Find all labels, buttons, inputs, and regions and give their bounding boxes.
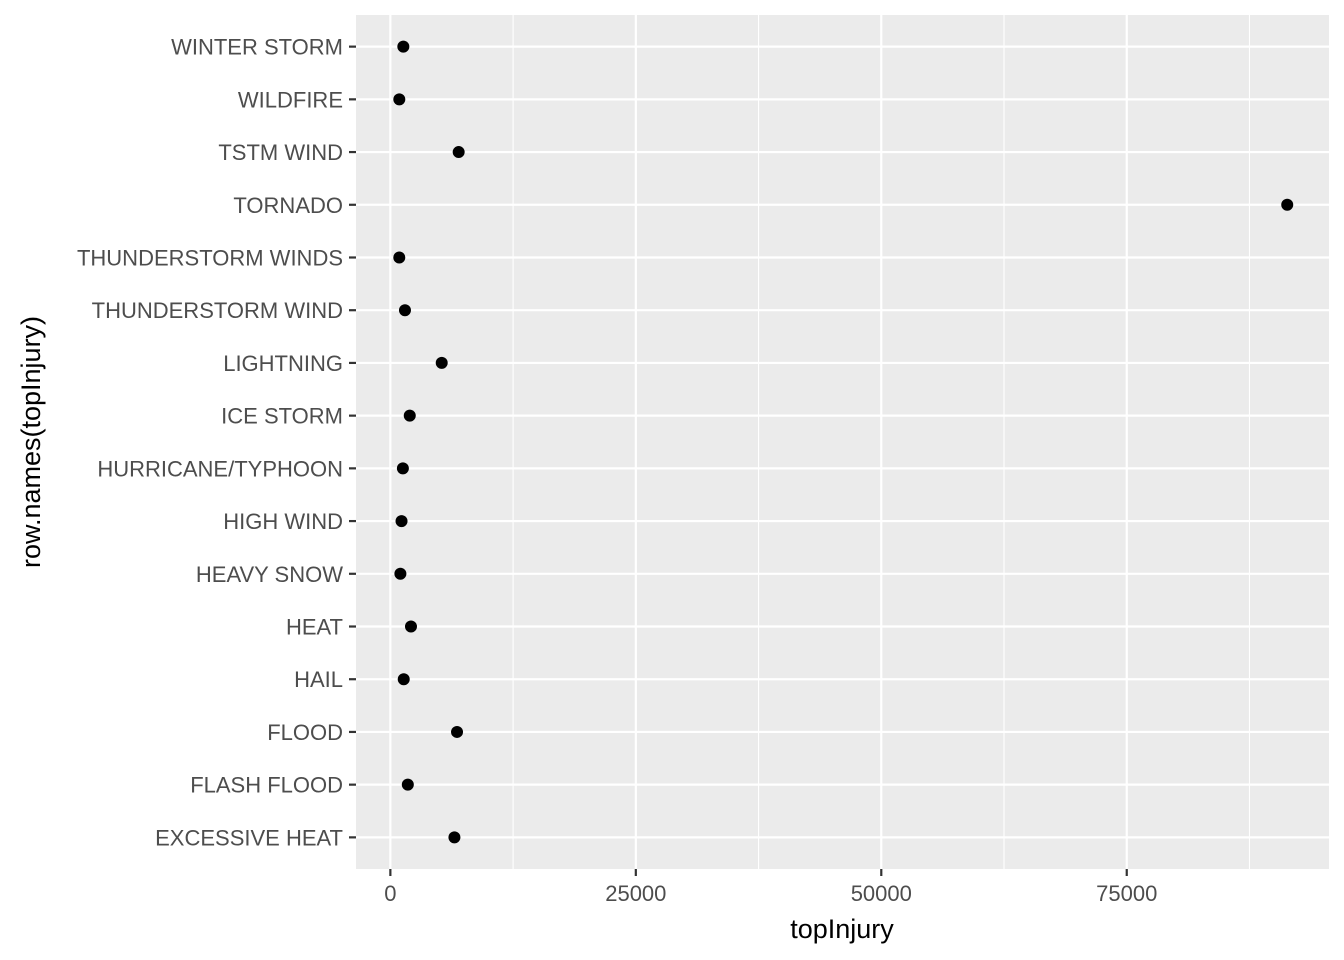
data-point xyxy=(1281,198,1294,211)
data-point xyxy=(397,40,410,53)
data-point xyxy=(452,146,465,159)
y-tick-label: WINTER STORM xyxy=(171,35,343,60)
grid-minor xyxy=(512,15,1251,869)
y-tick-label: THUNDERSTORM WIND xyxy=(92,298,343,323)
y-tick-label: ICE STORM xyxy=(221,404,343,429)
data-point xyxy=(404,620,417,633)
data-point xyxy=(401,778,414,791)
data-point xyxy=(451,725,464,738)
x-tick-label: 0 xyxy=(384,881,396,906)
data-point xyxy=(448,831,461,844)
y-tick-label: LIGHTNING xyxy=(223,351,343,376)
y-tick-label: HIGH WIND xyxy=(223,509,343,534)
grid-major xyxy=(356,15,1329,869)
x-tick-label: 25000 xyxy=(605,881,666,906)
data-point xyxy=(393,93,406,106)
y-tick-label: WILDFIRE xyxy=(238,87,343,112)
y-tick-label: TSTM WIND xyxy=(218,140,343,165)
y-tick-label: HAIL xyxy=(294,667,343,692)
data-point xyxy=(435,356,448,369)
x-axis-title: topInjury xyxy=(790,914,894,944)
y-tick-label: HURRICANE/TYPHOON xyxy=(97,456,343,481)
data-point xyxy=(395,515,408,528)
data-points xyxy=(393,40,1294,844)
y-tick-label: TORNADO xyxy=(233,193,343,218)
data-point xyxy=(393,251,406,264)
x-axis: 0 25000 50000 75000 xyxy=(384,869,1157,906)
y-tick-label: HEAT xyxy=(286,615,343,640)
data-point xyxy=(394,567,407,580)
y-tick-label: FLASH FLOOD xyxy=(190,773,343,798)
x-tick-label: 50000 xyxy=(851,881,912,906)
data-point xyxy=(403,409,416,422)
plot-panel xyxy=(356,15,1329,869)
y-tick-label: THUNDERSTORM WINDS xyxy=(77,245,343,270)
x-tick-label: 75000 xyxy=(1096,881,1157,906)
y-tick-label: HEAVY SNOW xyxy=(196,562,343,587)
data-point xyxy=(396,462,409,475)
y-axis: EXCESSIVE HEAT FLASH FLOOD FLOOD HAIL HEAT HE… xyxy=(77,35,356,850)
y-tick-label: FLOOD xyxy=(267,720,343,745)
y-tick-label: EXCESSIVE HEAT xyxy=(155,825,343,850)
data-point xyxy=(398,304,411,317)
data-point xyxy=(397,673,410,686)
y-axis-title: row.names(topInjury) xyxy=(16,316,46,568)
